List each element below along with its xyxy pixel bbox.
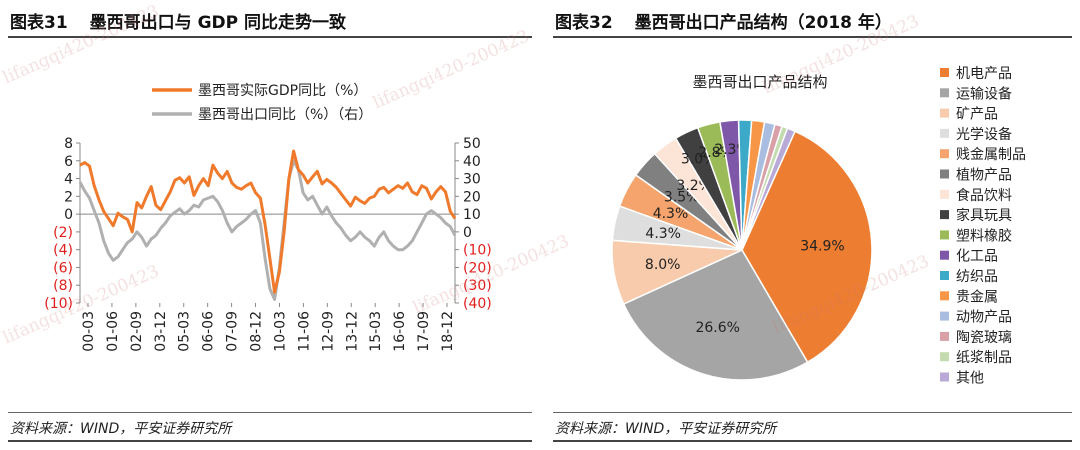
y-right-tick-label: 0 <box>463 225 472 241</box>
pie-chart: 墨西哥出口产品结构34.9%26.6%8.0%4.3%4.3%3.5%3.2%3… <box>611 66 1026 387</box>
y-left-tick-label: (10) <box>44 296 73 312</box>
legend-label: 矿产品 <box>956 107 998 123</box>
legend-swatch <box>940 311 949 321</box>
legend-label: 塑料橡胶 <box>956 227 1012 244</box>
figure-32-title-text: 墨西哥出口产品结构（2018 年） <box>634 13 892 33</box>
y-left-tick-label: (4) <box>53 243 73 259</box>
legend-swatch <box>940 108 949 118</box>
figure-32-source-rule <box>553 440 1072 442</box>
x-tick-label: 03-12 <box>153 311 169 352</box>
pie-title: 墨西哥出口产品结构 <box>692 73 827 91</box>
legend-label: 光学设备 <box>956 126 1012 143</box>
series-line-export <box>78 159 457 301</box>
y-left-tick-label: 0 <box>64 207 73 223</box>
x-tick-label: 17-09 <box>416 311 432 352</box>
figure-32-number: 图表32 <box>555 13 613 33</box>
x-tick-label: 16-06 <box>392 311 408 352</box>
figure-31-title: 图表31 墨西哥出口与 GDP 同比走势一致 <box>10 8 346 33</box>
y-right-tick-label: (10) <box>463 243 492 259</box>
legend-label: 其他 <box>956 371 984 387</box>
legend-label: 陶瓷玻璃 <box>956 329 1012 346</box>
y-left-tick-label: (8) <box>53 278 73 294</box>
y-left-tick-label: (2) <box>53 225 73 241</box>
figure-32-top-rule <box>553 36 1072 38</box>
legend-label: 动物产品 <box>956 310 1012 326</box>
pie-data-label: 34.9% <box>800 239 844 255</box>
figure-31-bottom-rule <box>8 412 532 413</box>
pie-data-label: 4.3% <box>653 206 689 222</box>
x-tick-label: 05-03 <box>177 311 193 352</box>
x-tick-label: 08-12 <box>249 311 265 352</box>
legend-swatch <box>940 88 949 98</box>
y-right-tick-label: 40 <box>463 154 481 170</box>
legend-label: 贱金属制品 <box>956 147 1026 163</box>
legend-swatch <box>940 271 949 280</box>
legend-swatch <box>940 210 949 220</box>
legend-label: 纸浆制品 <box>956 350 1012 366</box>
x-tick-label: 02-09 <box>129 311 145 352</box>
legend-label: 运输设备 <box>956 85 1012 102</box>
y-right-tick-label: (40) <box>463 296 492 312</box>
x-tick-label: 13-12 <box>344 311 360 352</box>
legend-label: 贵金属 <box>956 289 998 305</box>
legend-swatch <box>940 331 949 341</box>
line-chart: 86420(2)(4)(6)(8)(10)50403020100(10)(20)… <box>44 83 492 352</box>
legend-swatch <box>940 352 949 362</box>
figure-32-panel: 图表32 墨西哥出口产品结构（2018 年） 墨西哥出口产品结构 34.9% 26.6… <box>545 0 1080 450</box>
legend-label: 机电产品 <box>956 66 1012 82</box>
x-tick-label: 10-03 <box>272 311 288 352</box>
figure-32-source: 资料来源：WIND，平安证券研究所 <box>555 421 777 437</box>
y-right-tick-label: (20) <box>463 260 492 276</box>
y-left-tick-label: (6) <box>53 260 73 276</box>
legend-swatch <box>940 128 949 138</box>
x-tick-label: 12-09 <box>320 311 336 352</box>
x-tick-label: 06-06 <box>201 311 217 352</box>
pie-slice <box>622 249 809 381</box>
x-tick-label: 18-12 <box>440 311 456 352</box>
legend-swatch <box>940 230 949 240</box>
legend-swatch <box>940 291 949 301</box>
x-tick-label: 15-03 <box>368 311 384 352</box>
y-left-tick-label: 8 <box>64 136 73 152</box>
figure-31-number: 图表31 <box>10 13 68 33</box>
x-tick-label: 11-06 <box>296 311 312 352</box>
legend-label: 化工品 <box>956 249 998 265</box>
legend-swatch <box>940 169 949 179</box>
legend-label: 墨西哥实际GDP同比（%） <box>198 83 367 99</box>
pie-data-label: 4.3% <box>645 226 681 242</box>
y-left-tick-label: 6 <box>64 154 73 170</box>
figure-31-panel: 图表31 墨西哥出口与 GDP 同比走势一致 8 6 4 2 0 (2) (4) (6) (8)(… <box>8 8 532 442</box>
legend-swatch <box>940 372 949 382</box>
y-right-tick-label: 10 <box>463 207 481 223</box>
legend-label: 植物产品 <box>956 168 1012 184</box>
series-line-gdp <box>79 149 457 294</box>
legend-swatch <box>940 149 949 159</box>
y-right-tick-label: 30 <box>463 172 481 188</box>
legend-label: 纺织品 <box>956 269 998 285</box>
legend-swatch <box>940 250 949 260</box>
figure-31-title-text: 墨西哥出口与 GDP 同比走势一致 <box>89 13 347 33</box>
legend-swatch <box>940 68 949 77</box>
figure-32-title: 图表32 墨西哥出口产品结构（2018 年） <box>555 8 892 33</box>
figure-31-source: 资料来源：WIND，平安证券研究所 <box>10 421 232 437</box>
pie-data-label: 26.6% <box>695 320 739 336</box>
legend-label: 食品饮料 <box>956 187 1012 204</box>
legend-swatch <box>940 189 949 199</box>
x-tick-label: 00-03 <box>81 311 97 352</box>
pie-slice <box>741 127 796 251</box>
y-right-tick-label: 20 <box>463 189 481 205</box>
legend-label: 家具玩具 <box>956 207 1012 224</box>
figure-31-source-rule <box>8 440 532 442</box>
x-tick-label: 01-06 <box>105 311 121 352</box>
figure-31-top-rule <box>8 36 532 38</box>
y-left-tick-label: 2 <box>64 189 73 205</box>
pie-data-label: 8.0% <box>645 257 681 273</box>
x-tick-label: 07-09 <box>225 311 241 352</box>
figure-32-bottom-rule <box>553 412 1072 413</box>
legend-label: 墨西哥出口同比（%）（右） <box>198 107 372 123</box>
y-right-tick-label: (30) <box>463 278 492 294</box>
y-left-tick-label: 4 <box>64 172 73 188</box>
y-right-tick-label: 50 <box>463 136 481 152</box>
